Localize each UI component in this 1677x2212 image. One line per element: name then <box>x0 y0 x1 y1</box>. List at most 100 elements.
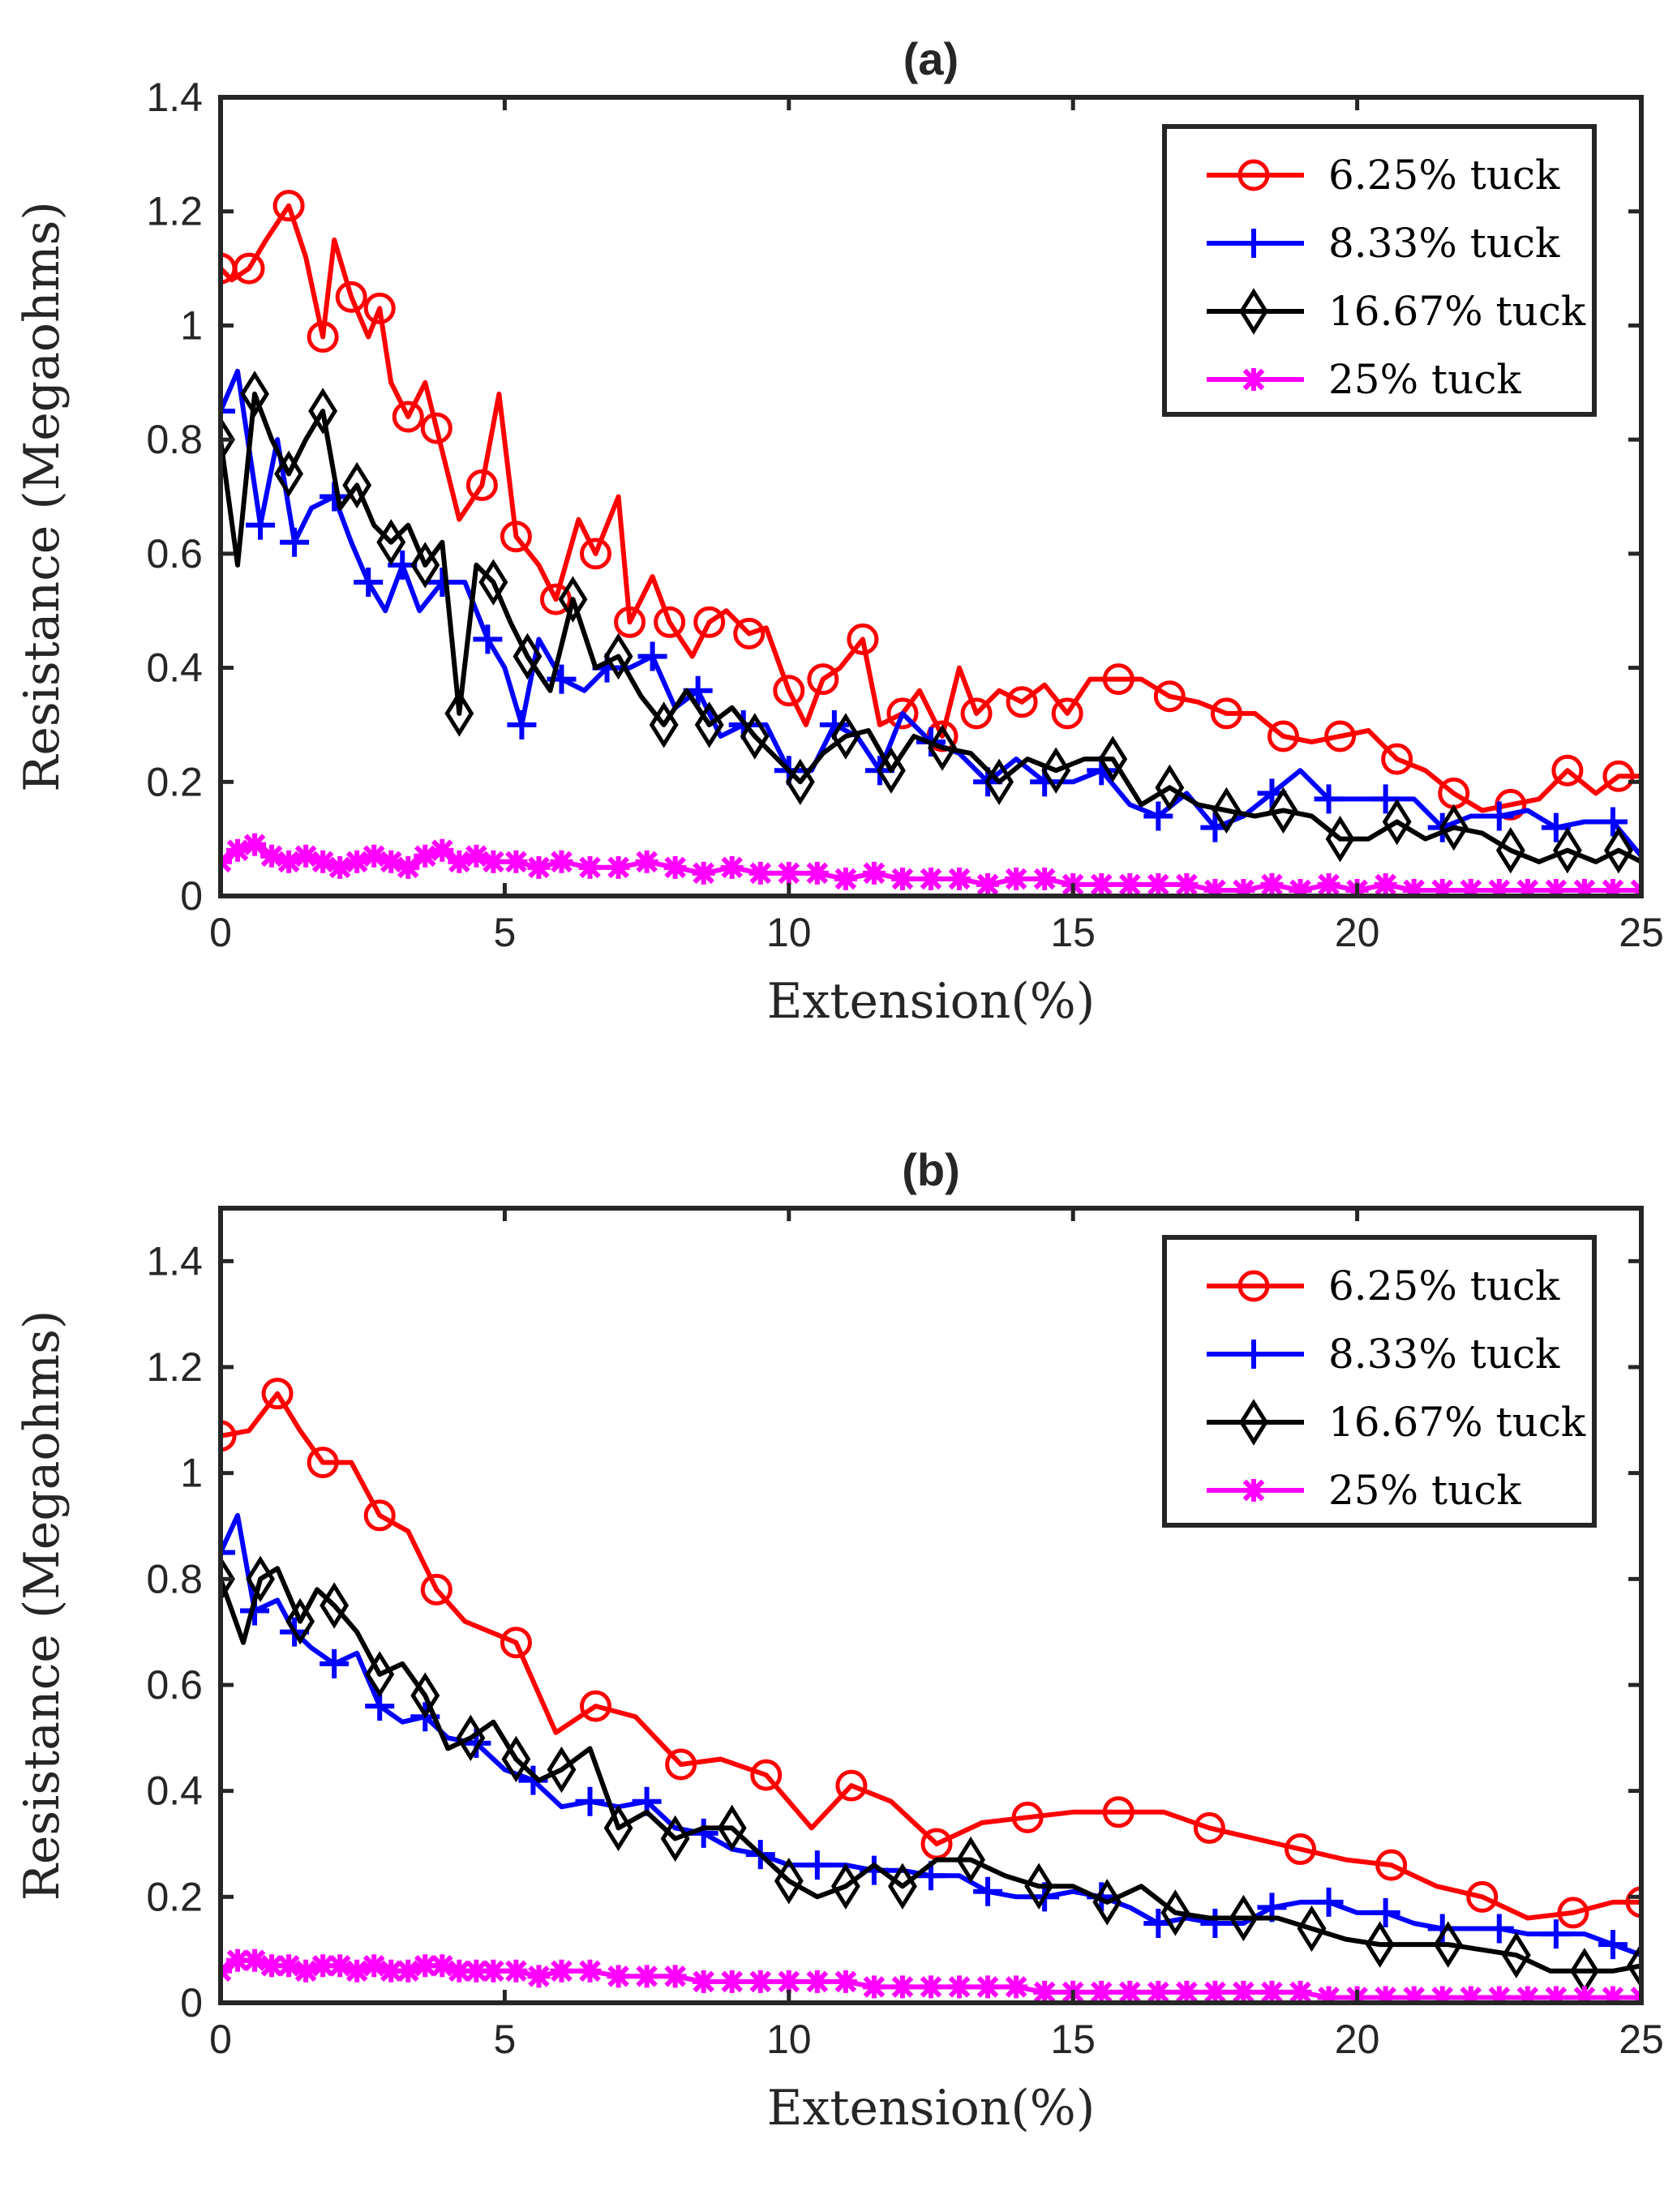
y-tick-label: 1.2 <box>146 189 203 234</box>
marker-circle-0-52 <box>1210 697 1242 730</box>
marker-circle-0-12 <box>580 1690 612 1722</box>
legend-label-2: 16.67% tuck <box>1328 1399 1586 1446</box>
x-tick-label: 5 <box>493 910 516 955</box>
marker-diamond-2-22 <box>717 1804 747 1852</box>
marker-circle-0-30 <box>1375 1849 1408 1881</box>
marker-asterisk-3-33 <box>948 867 971 890</box>
marker-asterisk-3-17 <box>504 1959 528 1983</box>
marker-diamond-2-44 <box>1433 1921 1463 1968</box>
marker-asterisk-3-53 <box>1516 878 1539 896</box>
marker-circle-0-50 <box>1153 680 1186 713</box>
marker-asterisk-3-24 <box>692 861 715 885</box>
marker-circle-0-10 <box>363 292 396 324</box>
y-tick-label: 0.2 <box>146 759 203 804</box>
marker-circle-0-12 <box>392 401 424 433</box>
marker-asterisk-3-40 <box>1147 1980 1170 2003</box>
marker-circle-0-26 <box>654 606 686 638</box>
marker-circle-0-32 <box>1466 1880 1499 1913</box>
marker-asterisk-3-9 <box>362 844 386 868</box>
marker-asterisk-3-50 <box>1430 1986 1454 2003</box>
chart-panel-0: (a) 0 0.2 0.4 0.6 0.8 1 1.2 1.4 0 5 10 15 20 25 Extensi… <box>14 33 1664 1030</box>
series-line-1 <box>221 368 1641 858</box>
marker-asterisk-3-42 <box>1203 1980 1227 2003</box>
marker-asterisk-3-31 <box>890 1975 914 1999</box>
marker-asterisk-3-43 <box>1232 1980 1255 2003</box>
marker-circle-0-24 <box>614 606 646 638</box>
marker-plus-1-48 <box>1484 1914 1514 1944</box>
marker-asterisk-3-38 <box>1090 872 1113 896</box>
marker-diamond-2-0 <box>221 1555 235 1603</box>
marker-asterisk-3-22 <box>635 1965 658 1988</box>
legend-label-1: 8.33% tuck <box>1328 1331 1560 1378</box>
chart-panel-1: (b) 0 0.2 0.4 0.6 0.8 1 1.2 1.4 0 5 10 15 20 25 Extensi… <box>14 1144 1664 2137</box>
marker-diamond-2-46 <box>1501 1931 1531 1978</box>
marker-plus-1-42 <box>1314 1887 1344 1917</box>
marker-circle-0-28 <box>1285 1833 1317 1866</box>
y-tick-label: 0.8 <box>146 1556 203 1601</box>
marker-circle-0-34 <box>807 663 839 696</box>
marker-asterisk-3-19 <box>550 850 573 873</box>
marker-asterisk-3-6 <box>311 850 335 873</box>
marker-asterisk-3-55 <box>1572 878 1596 896</box>
marker-asterisk-3-20 <box>578 855 602 879</box>
marker-circle-0-58 <box>1381 743 1413 775</box>
marker-diamond-2-46 <box>1212 787 1242 834</box>
marker-asterisk-3-36 <box>1033 1980 1057 2003</box>
marker-diamond-2-8 <box>365 1651 395 1698</box>
marker-circle-0-64 <box>1551 754 1584 787</box>
marker-circle-0-16 <box>750 1759 783 1791</box>
marker-asterisk-3-40 <box>1147 872 1170 896</box>
marker-circle-0-16 <box>465 469 498 501</box>
marker-asterisk-3-32 <box>920 1975 942 1999</box>
axes-box <box>218 1206 1644 2005</box>
marker-asterisk-3-27 <box>777 1970 800 1993</box>
marker-asterisk-3-36 <box>1033 867 1057 890</box>
marker-asterisk-3-24 <box>692 1970 715 1993</box>
marker-circle-0-6 <box>307 321 339 353</box>
marker-asterisk-3-23 <box>663 855 687 879</box>
x-tick-label: 25 <box>1619 910 1664 955</box>
legend-label-0: 6.25% tuck <box>1328 1262 1560 1310</box>
marker-circle-0-54 <box>1267 720 1299 752</box>
series-group <box>221 1378 1641 2003</box>
axes-box <box>218 95 1644 898</box>
marker-circle-0-42 <box>960 697 993 730</box>
marker-diamond-2-38 <box>1229 1894 1259 1942</box>
marker-diamond-2-40 <box>1297 1905 1327 1953</box>
marker-asterisk-3-14 <box>448 1959 471 1983</box>
marker-asterisk-3-45 <box>1289 878 1312 896</box>
marker-plus-1-54 <box>1484 801 1514 831</box>
legend-label-3: 25% tuck <box>1328 1467 1521 1514</box>
marker-asterisk-3-8 <box>345 1959 369 1983</box>
marker-circle-0-48 <box>1102 663 1134 696</box>
marker-plus-1-14 <box>473 624 503 654</box>
y-axis-label: Resistance (Megaohms) <box>14 1310 71 1901</box>
marker-diamond-2-2 <box>246 1555 276 1603</box>
marker-circle-0-10 <box>500 1627 532 1659</box>
marker-asterisk-3-26 <box>748 1970 772 1993</box>
marker-asterisk-3-20 <box>578 1959 602 1983</box>
marker-asterisk-3-44 <box>1260 872 1284 896</box>
marker-circle-0-56 <box>1324 720 1357 752</box>
legend: 6.25% tuck 8.33% tuck 16.67% tuck 25% tuck <box>1162 1235 1597 1528</box>
marker-diamond-2-14 <box>444 690 474 737</box>
marker-asterisk-3-46 <box>1317 1986 1340 2003</box>
marker-diamond-2-12 <box>456 1714 486 1762</box>
marker-circle-legend-0 <box>1237 159 1270 191</box>
y-tick-label: 1.4 <box>146 1238 203 1284</box>
marker-circle-0-0 <box>221 1420 237 1452</box>
marker-plus-1-56 <box>1541 812 1571 842</box>
marker-diamond-2-20 <box>660 1815 690 1863</box>
marker-diamond-2-42 <box>1365 1921 1395 1968</box>
marker-diamond-2-40 <box>1041 747 1071 794</box>
marker-plus-1-0 <box>221 396 235 426</box>
marker-asterisk-3-49 <box>1402 878 1426 896</box>
legend-label-3: 25% tuck <box>1328 356 1521 403</box>
marker-asterisk-3-25 <box>720 855 744 879</box>
marker-asterisk-3-5 <box>294 1959 318 1983</box>
y-tick-label: 0.8 <box>146 417 203 462</box>
marker-asterisk-3-7 <box>328 1954 352 1978</box>
series-line-0 <box>221 203 1641 813</box>
x-tick-label: 10 <box>766 910 812 955</box>
